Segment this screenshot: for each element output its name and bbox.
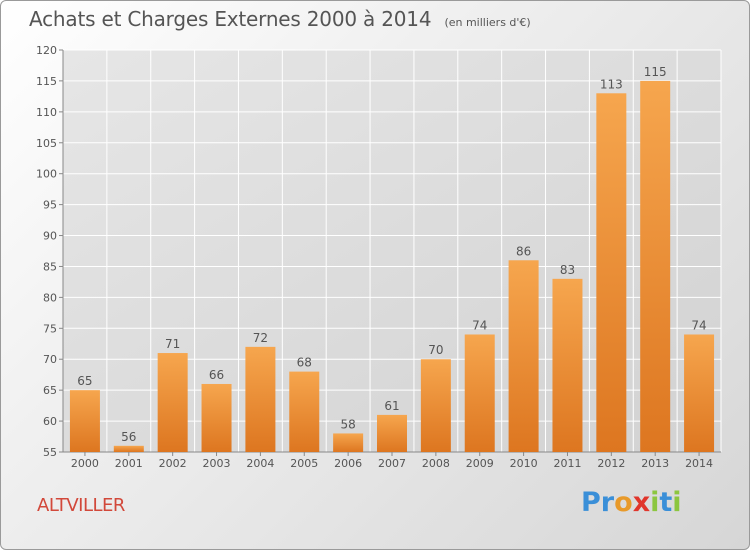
- bar-value-label: 70: [428, 343, 443, 357]
- bar: [113, 445, 144, 452]
- bar: [420, 359, 451, 452]
- bar: [333, 433, 364, 452]
- bar: [69, 390, 100, 452]
- bar-value-label: 86: [516, 244, 531, 258]
- y-tick-label: 100: [36, 168, 57, 181]
- logo-letter: o: [614, 487, 633, 518]
- y-tick-label: 60: [43, 415, 57, 428]
- bar: [157, 353, 188, 452]
- bar-value-label: 115: [644, 65, 667, 79]
- chart-unit: (en milliers d'€): [444, 16, 531, 29]
- bar: [552, 278, 583, 452]
- bar: [684, 334, 715, 452]
- y-tick-label: 75: [43, 322, 57, 335]
- chart-title: Achats et Charges Externes 2000 à 2014: [29, 7, 432, 31]
- bar-value-label: 56: [121, 430, 136, 444]
- y-tick-label: 95: [43, 199, 57, 212]
- y-tick-label: 105: [36, 137, 57, 150]
- bar-value-label: 65: [77, 374, 92, 388]
- logo-letter: i: [672, 487, 682, 518]
- bar: [289, 371, 320, 452]
- y-tick-label: 85: [43, 260, 57, 273]
- y-tick-label: 115: [36, 75, 57, 88]
- y-tick-label: 65: [43, 384, 57, 397]
- x-tick-label: 2000: [71, 457, 99, 470]
- bar: [596, 93, 627, 453]
- commune-name: ALTVILLER: [37, 495, 125, 516]
- bar-value-label: 74: [691, 318, 706, 332]
- x-tick-label: 2002: [159, 457, 187, 470]
- logo-letter: i: [650, 487, 660, 518]
- x-tick-label: 2010: [510, 457, 538, 470]
- logo-letter: r: [600, 487, 615, 518]
- bar-value-label: 61: [384, 399, 399, 413]
- x-tick-label: 2007: [378, 457, 406, 470]
- y-tick-label: 110: [36, 106, 57, 119]
- x-tick-label: 2006: [334, 457, 362, 470]
- logo-letter: x: [632, 487, 651, 518]
- chart-title-block: Achats et Charges Externes 2000 à 2014 (…: [29, 7, 531, 31]
- logo-letter: t: [659, 487, 673, 518]
- x-tick-label: 2003: [203, 457, 231, 470]
- x-tick-label: 2011: [553, 457, 581, 470]
- bar-value-label: 68: [297, 356, 312, 370]
- x-tick-label: 2008: [422, 457, 450, 470]
- proxiti-logo: Proxiti: [581, 487, 682, 518]
- x-tick-label: 2009: [466, 457, 494, 470]
- bar-value-label: 66: [209, 368, 224, 382]
- x-tick-label: 2013: [641, 457, 669, 470]
- bar-value-label: 113: [600, 77, 623, 91]
- x-tick-label: 2014: [685, 457, 713, 470]
- x-tick-label: 2001: [115, 457, 143, 470]
- x-tick-label: 2004: [246, 457, 274, 470]
- bar: [508, 260, 539, 452]
- bar: [377, 414, 407, 452]
- y-tick-label: 55: [43, 446, 57, 459]
- y-tick-label: 80: [43, 291, 57, 304]
- bar-value-label: 58: [340, 417, 355, 431]
- y-tick-label: 120: [36, 44, 57, 57]
- bar: [640, 80, 671, 452]
- bar-value-label: 74: [472, 318, 487, 332]
- x-tick-label: 2005: [290, 457, 318, 470]
- y-tick-label: 70: [43, 353, 57, 366]
- bar: [201, 383, 232, 452]
- bar-value-label: 71: [165, 337, 180, 351]
- bar-value-label: 83: [560, 263, 575, 277]
- bar-value-label: 72: [253, 331, 268, 345]
- x-tick-label: 2012: [597, 457, 625, 470]
- bar: [464, 334, 495, 452]
- bar: [245, 346, 276, 452]
- y-tick-label: 90: [43, 230, 57, 243]
- logo-letter: P: [581, 487, 601, 518]
